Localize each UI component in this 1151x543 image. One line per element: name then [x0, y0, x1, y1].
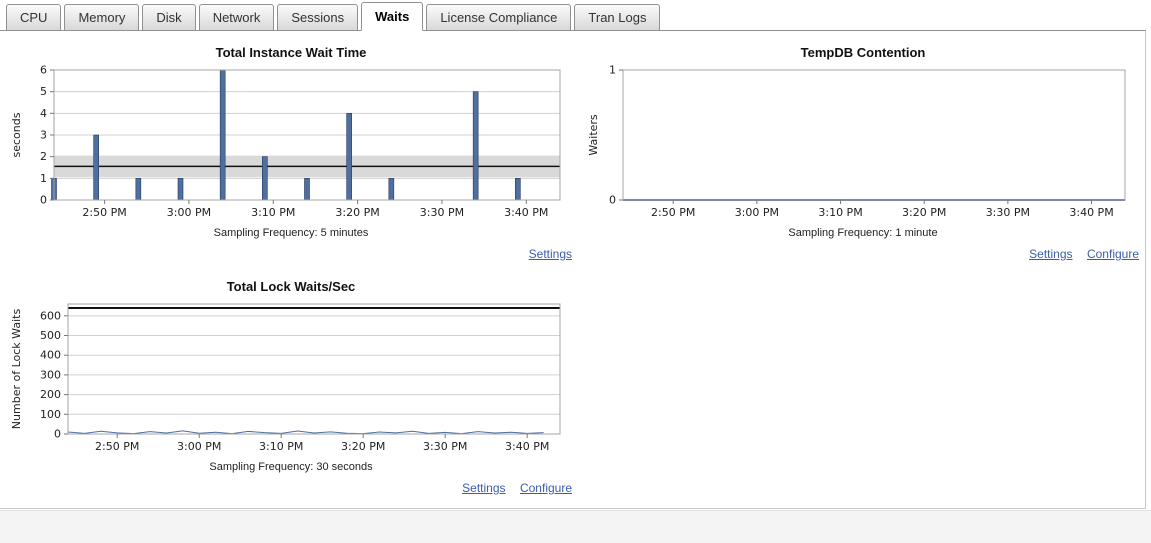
- tab-waits[interactable]: Waits: [361, 2, 424, 31]
- tab-network[interactable]: Network: [198, 4, 275, 31]
- svg-text:2:50 PM: 2:50 PM: [95, 440, 139, 453]
- svg-text:3:30 PM: 3:30 PM: [986, 206, 1030, 219]
- svg-text:Waiters: Waiters: [587, 114, 600, 156]
- instance-wait-time-plot: 0 1 2 3 4 5 6 2:50 PM 3:00 PM 3:10 PM 3:20 PM 3:30 …: [10, 64, 561, 219]
- svg-text:200: 200: [40, 388, 61, 401]
- svg-text:3:20 PM: 3:20 PM: [341, 440, 385, 453]
- lock-waits-plot: 0 100 200 300 400 500 600 2:50 PM 3:00 PM 3:10 PM…: [10, 303, 561, 453]
- tab-cpu[interactable]: CPU: [6, 4, 62, 31]
- tab-license-compliance[interactable]: License Compliance: [426, 4, 572, 31]
- svg-text:5: 5: [40, 85, 47, 98]
- chart-total-instance-wait-time: Total Instance Wait Time 0 1 2 3 4 5 6 2:50 PM 3…: [8, 37, 574, 263]
- chart-total-lock-waits: Total Lock Waits/Sec 0 100 200 300 400 500 600…: [8, 271, 574, 497]
- tab-disk[interactable]: Disk: [142, 4, 196, 31]
- svg-text:3:40 PM: 3:40 PM: [1069, 206, 1113, 219]
- chart-title: TempDB Contention: [800, 45, 926, 60]
- svg-text:100: 100: [40, 408, 61, 421]
- chart-links: Settings Configure: [8, 479, 574, 497]
- settings-link[interactable]: Settings: [528, 247, 572, 261]
- settings-link[interactable]: Settings: [1029, 247, 1073, 261]
- svg-text:0: 0: [40, 194, 47, 207]
- sampling-frequency-caption: Sampling Frequency: 30 seconds: [209, 461, 373, 473]
- svg-text:3:20 PM: 3:20 PM: [902, 206, 946, 219]
- svg-text:3:30 PM: 3:30 PM: [420, 206, 464, 219]
- svg-text:0: 0: [609, 194, 616, 207]
- configure-link[interactable]: Configure: [1086, 247, 1139, 261]
- tab-memory[interactable]: Memory: [64, 4, 140, 31]
- svg-text:1: 1: [40, 172, 47, 185]
- svg-text:400: 400: [40, 349, 61, 362]
- svg-text:Number of Lock Waits: Number of Lock Waits: [10, 309, 23, 430]
- footer-bar: [0, 510, 1151, 543]
- svg-text:3:10 PM: 3:10 PM: [259, 440, 303, 453]
- svg-text:3:00 PM: 3:00 PM: [167, 206, 211, 219]
- svg-text:3:20 PM: 3:20 PM: [335, 206, 379, 219]
- svg-text:6: 6: [40, 64, 47, 77]
- svg-text:300: 300: [40, 368, 61, 381]
- svg-text:1: 1: [609, 64, 616, 77]
- svg-text:2:50 PM: 2:50 PM: [651, 206, 695, 219]
- sampling-frequency-caption: Sampling Frequency: 1 minute: [788, 227, 938, 239]
- chart-title: Total Lock Waits/Sec: [226, 279, 356, 294]
- svg-text:2:50 PM: 2:50 PM: [82, 206, 126, 219]
- svg-text:4: 4: [40, 107, 47, 120]
- settings-link[interactable]: Settings: [462, 481, 506, 495]
- svg-text:3:30 PM: 3:30 PM: [423, 440, 467, 453]
- svg-text:3:40 PM: 3:40 PM: [504, 206, 548, 219]
- chart-tempdb-contention: TempDB Contention 0 1 2:50 PM 3:00 PM 3:10 P…: [585, 37, 1141, 263]
- chart-links: Settings: [8, 245, 574, 263]
- svg-text:500: 500: [40, 329, 61, 342]
- chart-title: Total Instance Wait Time: [215, 45, 367, 60]
- svg-text:2: 2: [40, 150, 47, 163]
- tab-tran-logs[interactable]: Tran Logs: [574, 4, 661, 31]
- svg-text:3:00 PM: 3:00 PM: [177, 440, 221, 453]
- content-area: Total Instance Wait Time 0 1 2 3 4 5 6 2:50 PM 3…: [0, 31, 1146, 509]
- svg-text:seconds: seconds: [10, 112, 23, 157]
- tab-strip: CPU Memory Disk Network Sessions Waits L…: [0, 0, 1146, 31]
- svg-text:3:00 PM: 3:00 PM: [735, 206, 779, 219]
- svg-text:600: 600: [40, 309, 61, 322]
- svg-text:3:10 PM: 3:10 PM: [251, 206, 295, 219]
- sampling-frequency-caption: Sampling Frequency: 5 minutes: [213, 227, 369, 239]
- chart-links: Settings Configure: [585, 245, 1141, 263]
- tempdb-contention-plot: 0 1 2:50 PM 3:00 PM 3:10 PM 3:20 PM 3:30 PM 3:4…: [587, 64, 1126, 219]
- svg-text:0: 0: [54, 428, 61, 441]
- svg-text:3:40 PM: 3:40 PM: [505, 440, 549, 453]
- svg-text:3: 3: [40, 129, 47, 142]
- svg-text:3:10 PM: 3:10 PM: [818, 206, 862, 219]
- configure-link[interactable]: Configure: [519, 481, 572, 495]
- tab-sessions[interactable]: Sessions: [277, 4, 359, 31]
